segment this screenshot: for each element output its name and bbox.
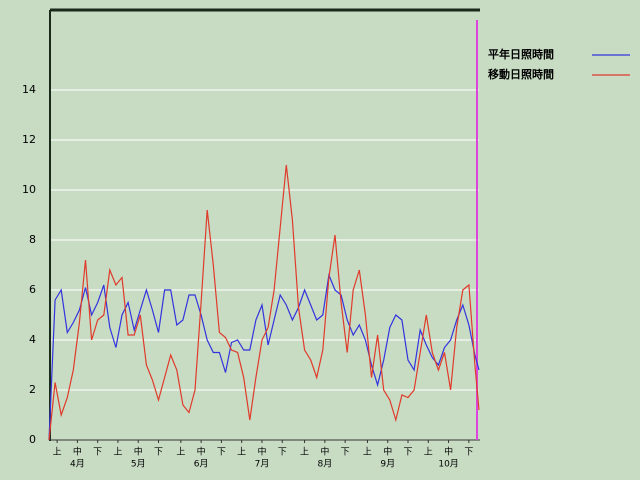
x-tick-label: 下 (341, 448, 350, 458)
x-tick-label: 中 (383, 446, 392, 458)
series-line (48, 272, 480, 441)
x-tick-label: 中 (320, 446, 329, 458)
x-tick-label: 上 (113, 447, 122, 458)
x-tick-label: 下 (217, 448, 226, 458)
x-tick-label: 上 (176, 447, 185, 458)
y-tick-label: 8 (29, 233, 36, 246)
x-tick-label: 上 (53, 447, 62, 458)
x-tick-label: 中 (444, 446, 453, 458)
y-tick-label: 6 (29, 283, 36, 296)
x-tick-label: 上 (300, 447, 309, 458)
month-label: 4月 (70, 459, 85, 470)
x-tick-label: 中 (73, 446, 82, 458)
x-tick-label: 下 (464, 448, 473, 458)
x-tick-label: 中 (257, 446, 266, 458)
x-tick-label: 中 (197, 446, 206, 458)
legend-label: 移動日照時間 (488, 67, 554, 81)
y-tick-label: 10 (22, 183, 36, 196)
series-line (48, 164, 480, 441)
x-tick-label: 中 (134, 446, 143, 458)
month-label: 9月 (380, 459, 395, 470)
x-tick-label: 下 (278, 448, 287, 458)
x-tick-label: 上 (363, 447, 372, 458)
month-label: 8月 (317, 459, 332, 470)
month-label: 7月 (255, 459, 270, 470)
grid (50, 89, 479, 391)
y-tick-label: 4 (29, 333, 36, 346)
y-tick-label: 0 (29, 433, 36, 446)
month-label: 5月 (131, 459, 146, 470)
month-label: 6月 (194, 459, 209, 470)
x-tick-label: 上 (424, 447, 433, 458)
y-tick-label: 2 (29, 383, 36, 396)
legend-label: 平年日照時間 (488, 47, 554, 61)
x-tick-label: 下 (404, 448, 413, 458)
month-label: 10月 (438, 459, 458, 470)
y-tick-label: 14 (22, 83, 36, 96)
y-tick-label: 12 (22, 133, 36, 146)
x-tick-label: 下 (154, 448, 163, 458)
x-tick-label: 上 (237, 447, 246, 458)
x-tick-label: 下 (93, 448, 102, 458)
